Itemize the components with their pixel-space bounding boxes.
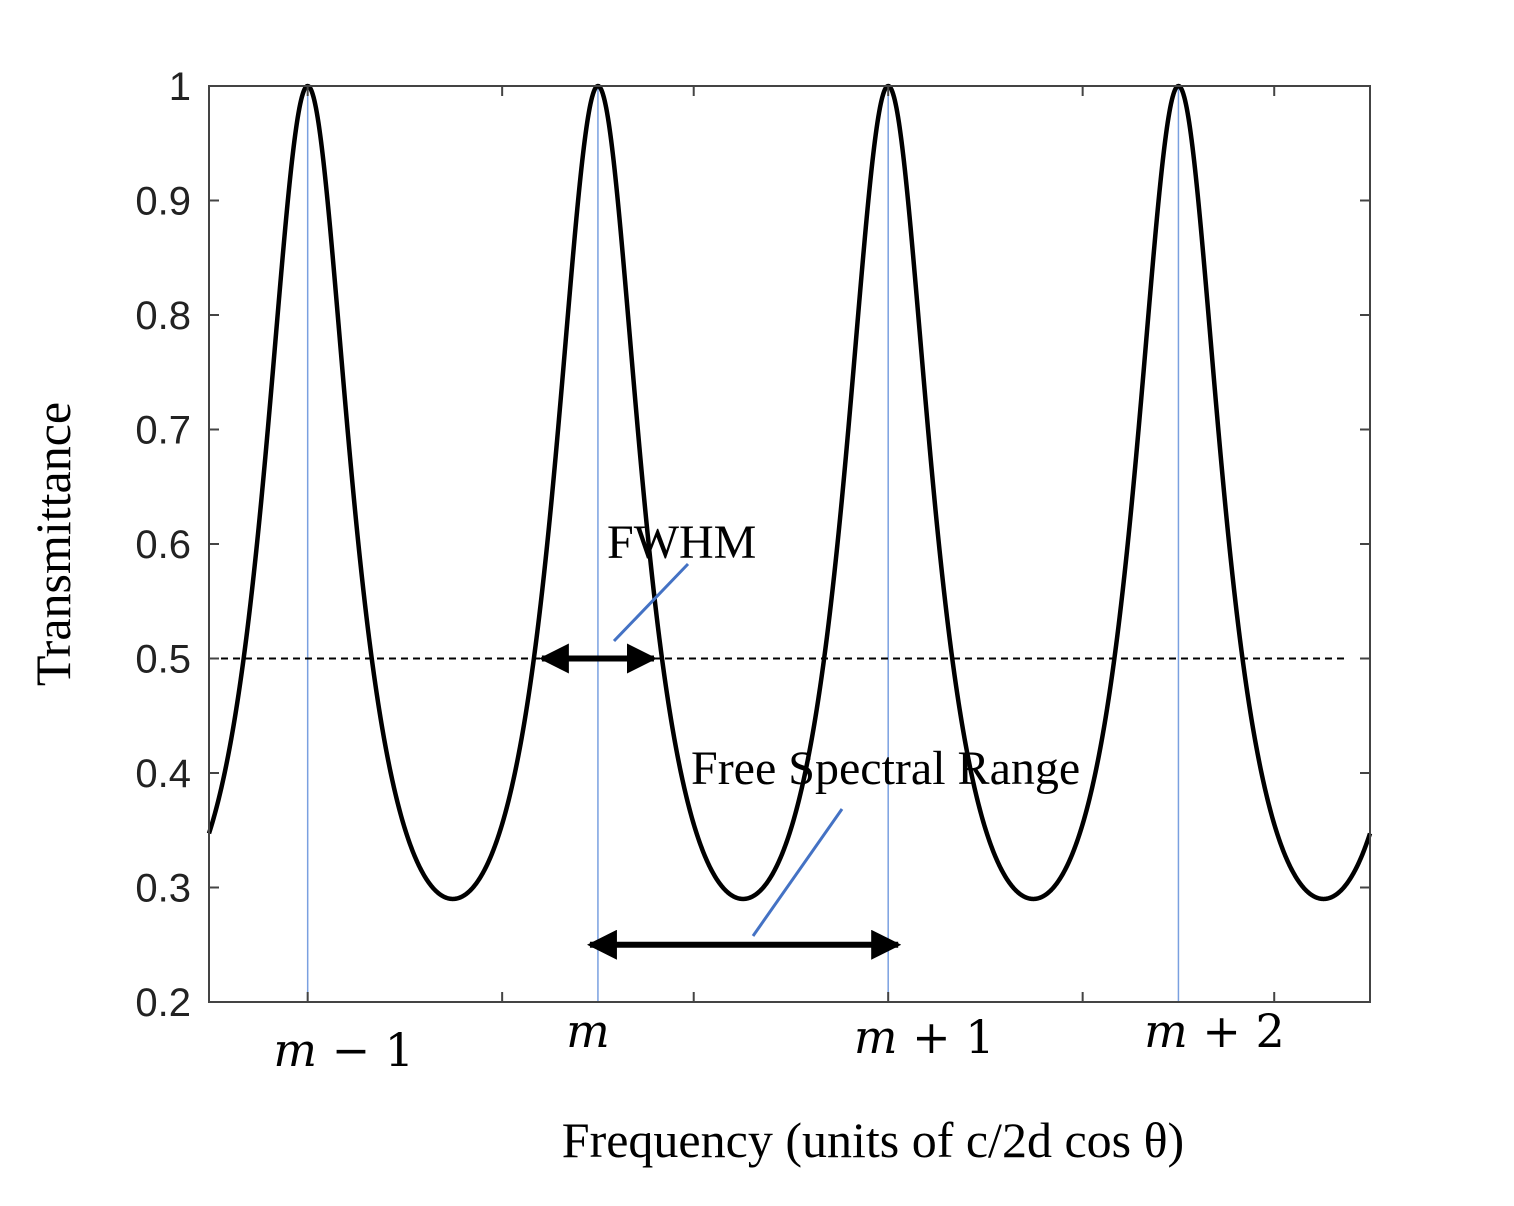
order-label-0: m − 1 — [273, 1023, 414, 1077]
y-tick-label-8: 1 — [169, 65, 191, 109]
y-tick-label-1: 0.3 — [135, 867, 191, 911]
fwhm-label: FWHM — [607, 516, 756, 569]
fwhm-pointer — [612, 562, 690, 643]
order-label-1: m — [566, 1004, 610, 1058]
y-tick-label-0: 0.2 — [135, 981, 191, 1025]
y-tick-label-2: 0.4 — [135, 752, 191, 796]
annotations: FWHM Free Spectral Range — [538, 516, 1080, 960]
order-offset-2: + 1 — [897, 1010, 994, 1064]
transmittance-series — [206, 83, 1373, 902]
y-tick-label-7: 0.9 — [135, 180, 191, 224]
y-tick-label-3: 0.5 — [135, 638, 191, 682]
plot-background — [209, 86, 1370, 1002]
y-tick-label-6: 0.8 — [135, 294, 191, 338]
x-axis-title: Frequency (units of c/2d cos θ) — [562, 1112, 1184, 1168]
order-var-2: m — [854, 1010, 898, 1064]
axis-ticks — [209, 85, 1370, 1003]
y-tick-labels: 0.2 0.3 0.4 0.5 0.6 0.7 0.8 0.9 1 — [135, 65, 191, 1025]
fsr-label: Free Spectral Range — [691, 742, 1080, 795]
order-label-3: m + 2 — [1144, 1004, 1285, 1058]
order-var-0: m — [273, 1023, 317, 1077]
order-label-2: m + 1 — [854, 1010, 995, 1064]
order-var-3: m — [1144, 1004, 1188, 1058]
transmittance-curve — [206, 83, 1373, 902]
y-tick-label-4: 0.6 — [135, 523, 191, 567]
order-lines — [306, 86, 1180, 1002]
order-offset-0: − 1 — [317, 1023, 414, 1077]
y-axis-title: Transmittance — [25, 402, 81, 686]
order-offset-3: + 2 — [1188, 1004, 1285, 1058]
order-var-1: m — [566, 1004, 610, 1058]
fsr-pointer — [751, 808, 844, 937]
y-tick-label-5: 0.7 — [135, 409, 191, 453]
